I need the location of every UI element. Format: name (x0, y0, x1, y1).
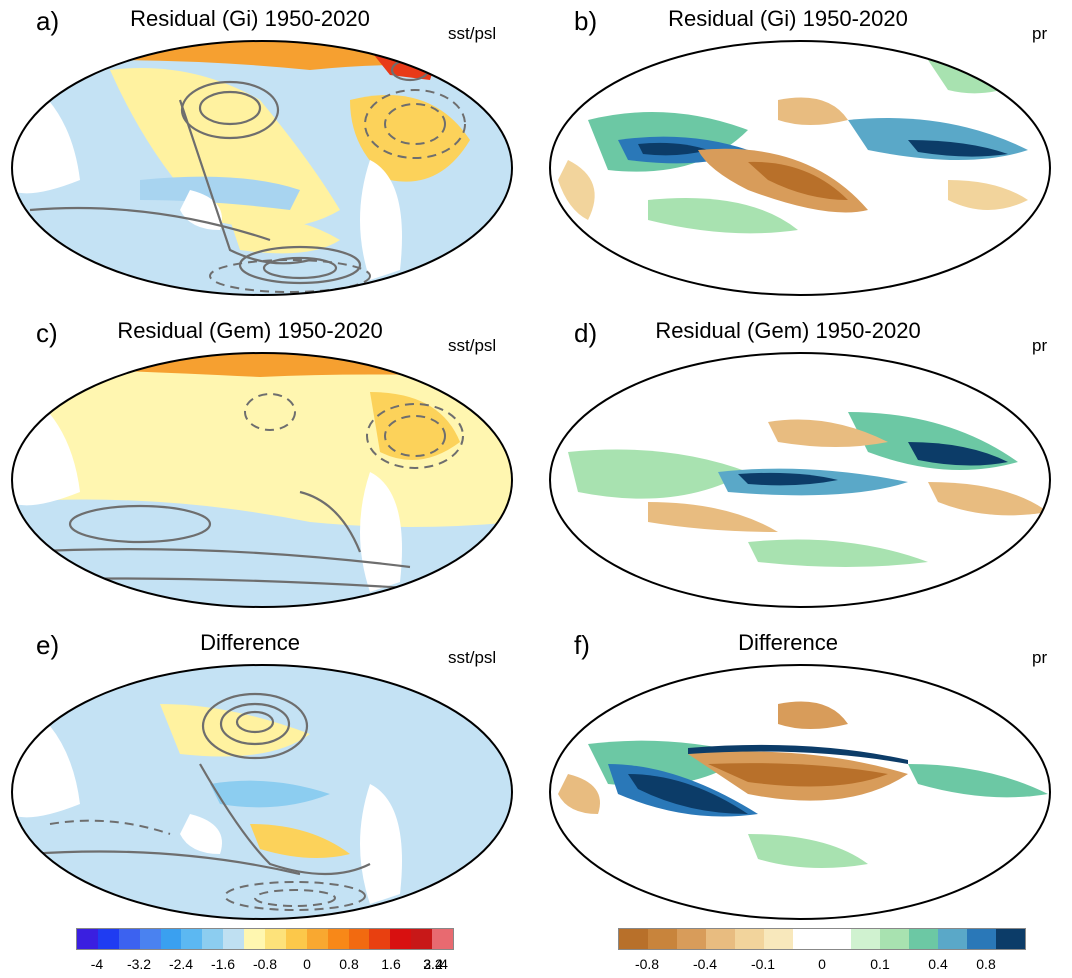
colorbar-tick-label: 4 (440, 956, 448, 972)
colorbar-tick-label: 0.8 (976, 956, 996, 972)
colorbar-tick-label: 0 (303, 956, 311, 972)
panel-e: e) Difference sst/psl (10, 624, 530, 934)
colorbar-swatch (735, 929, 764, 949)
panel-a: a) Residual (Gi) 1950-2020 sst/psl (10, 0, 530, 310)
panel-title: Residual (Gi) 1950-2020 (668, 6, 908, 31)
colorbar-swatch (306, 929, 328, 949)
colorbar-swatch (764, 929, 793, 949)
colorbar-tick-label: -0.8 (252, 956, 278, 972)
map-sst-psl (11, 40, 513, 296)
colorbar-swatch (996, 929, 1025, 949)
panel-label: b) (574, 6, 598, 36)
colorbar-swatch (851, 929, 880, 949)
colorbar-tick-label: 0.4 (928, 956, 948, 972)
colorbar-swatch (706, 929, 735, 949)
colorbar-tick-label: -2.4 (168, 956, 194, 972)
colorbar-swatch (390, 929, 412, 949)
colorbar-tick-label: 3.2 (423, 956, 443, 972)
colorbar-swatches (76, 928, 454, 950)
colorbar-swatch (77, 929, 98, 949)
colorbar-pr: -0.8 -0.4 -0.1 0 0.1 0.4 0.8 (618, 928, 1026, 978)
colorbar-tick-label: -0.1 (750, 956, 776, 972)
colorbar-swatch (619, 929, 648, 949)
panel-title: Residual (Gem) 1950-2020 (117, 318, 383, 343)
colorbar-swatch (648, 929, 677, 949)
map-sst-psl (11, 352, 513, 608)
colorbar-swatches (618, 928, 1026, 950)
colorbar-swatch (822, 929, 851, 949)
colorbar-swatch (967, 929, 996, 949)
panel-variable: pr (1032, 336, 1048, 355)
colorbar-swatch (369, 929, 391, 949)
colorbar-tick-label: 0.1 (870, 956, 890, 972)
colorbar-tick-label: 0 (818, 956, 826, 972)
colorbar-swatch (160, 929, 182, 949)
colorbar-swatch (677, 929, 706, 949)
colorbar-swatch (285, 929, 307, 949)
panel-d: d) Residual (Gem) 1950-2020 pr (548, 312, 1068, 622)
colorbar-tick-label: -0.8 (634, 956, 660, 972)
colorbar-tick-label: 2.4 (423, 956, 443, 972)
panel-label: a) (36, 6, 60, 36)
colorbar-swatch (139, 929, 161, 949)
colorbar-tick-label: -0.4 (692, 956, 718, 972)
colorbar-sst-psl: -4 -3.2 -2.4 -1.6 -0.8 0 0.8 1.6 2.4 3.2 4 (76, 928, 454, 978)
panel-variable: sst/psl (448, 24, 497, 43)
panel-variable: sst/psl (448, 648, 497, 667)
colorbar-swatch (938, 929, 967, 949)
colorbar-swatch (327, 929, 349, 949)
map-sst-psl (11, 664, 513, 920)
panel-label: d) (574, 318, 598, 348)
panel-title: Difference (738, 630, 838, 655)
colorbar-swatch (97, 929, 119, 949)
panel-label: e) (36, 630, 60, 660)
panel-title: Residual (Gi) 1950-2020 (130, 6, 370, 31)
panel-label: c) (36, 318, 58, 348)
colorbar-swatch (793, 929, 822, 949)
panel-b: b) Residual (Gi) 1950-2020 pr (548, 0, 1068, 310)
colorbar-swatch (880, 929, 909, 949)
panel-variable: pr (1032, 648, 1048, 667)
panel-variable: sst/psl (448, 336, 497, 355)
colorbar-swatch (909, 929, 938, 949)
colorbar-tick-label: -3.2 (126, 956, 152, 972)
colorbar-tick-label: -1.6 (210, 956, 236, 972)
map-pr (549, 352, 1051, 608)
panel-variable: pr (1032, 24, 1048, 43)
colorbar-swatch (348, 929, 370, 949)
map-pr (549, 664, 1051, 920)
panel-f: f) Difference pr (548, 624, 1068, 934)
panel-c: c) Residual (Gem) 1950-2020 sst/psl (10, 312, 530, 622)
colorbar-swatch (223, 929, 245, 949)
panel-title: Residual (Gem) 1950-2020 (655, 318, 921, 343)
map-pr (549, 40, 1051, 296)
colorbar-swatch (118, 929, 140, 949)
panel-title: Difference (200, 630, 300, 655)
colorbar-swatch (244, 929, 266, 949)
colorbar-swatch (432, 929, 454, 949)
colorbar-tick-label: 1.6 (381, 956, 401, 972)
colorbar-tick-label: 0.8 (339, 956, 359, 972)
colorbar-tick-label: -4 (90, 956, 104, 972)
panel-label: f) (574, 630, 590, 660)
colorbar-swatch (411, 929, 433, 949)
colorbar-swatch (181, 929, 203, 949)
colorbar-swatch (265, 929, 286, 949)
colorbar-swatch (202, 929, 224, 949)
